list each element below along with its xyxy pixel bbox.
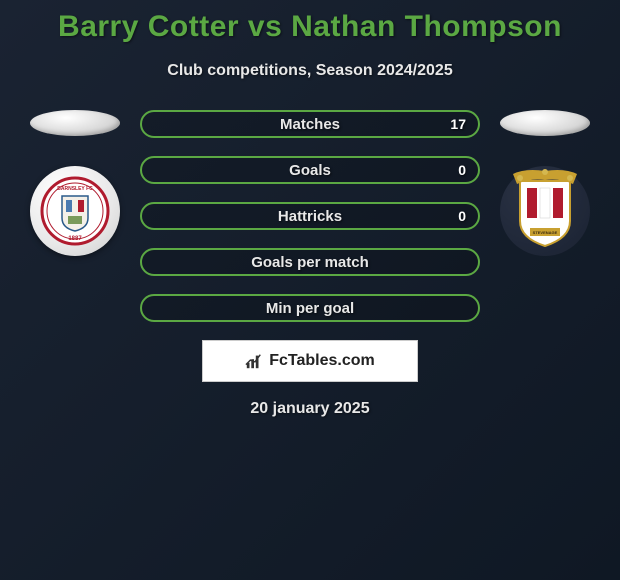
- stat-value-right: 0: [458, 208, 466, 224]
- branding-text: FcTables.com: [269, 352, 375, 370]
- team-crest-right: STEVENAGE: [500, 166, 590, 256]
- branding-box[interactable]: FcTables.com: [202, 340, 418, 382]
- stat-row-goals: Goals 0: [140, 156, 480, 184]
- date-text: 20 january 2025: [0, 400, 620, 418]
- stat-label: Matches: [280, 116, 340, 133]
- stat-label: Hattricks: [278, 208, 342, 225]
- player-oval-right: [500, 110, 590, 136]
- stat-row-gpm: Goals per match: [140, 248, 480, 276]
- page-subtitle: Club competitions, Season 2024/2025: [0, 62, 620, 80]
- stat-value-right: 17: [450, 116, 466, 132]
- stat-label: Min per goal: [266, 300, 354, 317]
- comparison-card: Barry Cotter vs Nathan Thompson Club com…: [0, 0, 620, 418]
- team-crest-left: BARNSLEY FC 1887: [30, 166, 120, 256]
- svg-text:STEVENAGE: STEVENAGE: [533, 230, 558, 235]
- barnsley-crest-icon: BARNSLEY FC 1887: [40, 176, 110, 246]
- stat-row-mpg: Min per goal: [140, 294, 480, 322]
- stevenage-crest-icon: STEVENAGE: [505, 166, 585, 256]
- stat-label: Goals: [289, 162, 331, 179]
- stat-row-hattricks: Hattricks 0: [140, 202, 480, 230]
- player-oval-left: [30, 110, 120, 136]
- bar-chart-icon: [245, 352, 263, 370]
- right-column: STEVENAGE: [500, 110, 590, 256]
- main-area: BARNSLEY FC 1887 Matches 17 Goals 0 Hatt…: [0, 110, 620, 322]
- page-title: Barry Cotter vs Nathan Thompson: [0, 10, 620, 44]
- svg-text:1887: 1887: [68, 236, 82, 242]
- stat-row-matches: Matches 17: [140, 110, 480, 138]
- stats-column: Matches 17 Goals 0 Hattricks 0 Goals per…: [140, 110, 480, 322]
- stat-value-right: 0: [458, 162, 466, 178]
- stat-label: Goals per match: [251, 254, 369, 271]
- left-column: BARNSLEY FC 1887: [30, 110, 120, 256]
- svg-text:BARNSLEY FC: BARNSLEY FC: [57, 186, 93, 192]
